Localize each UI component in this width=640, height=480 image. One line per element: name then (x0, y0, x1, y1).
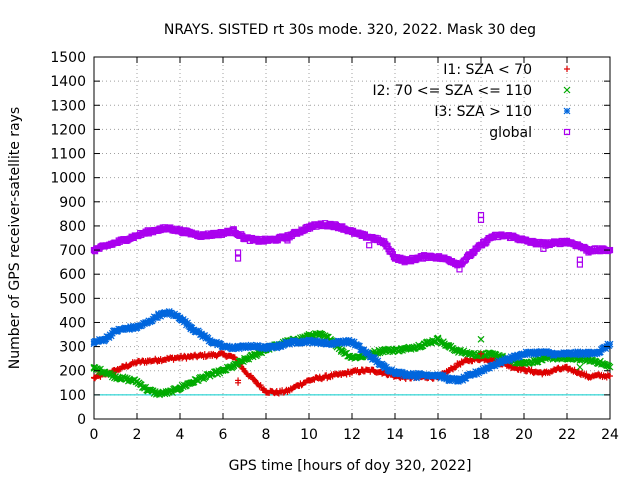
sample-point (605, 372, 612, 379)
y-tick-label: 0 (77, 412, 86, 428)
y-tick-label: 800 (59, 219, 86, 235)
legend-marker (563, 107, 571, 115)
outlier-point (234, 249, 242, 256)
legend-marker (563, 86, 571, 94)
x-tick-label: 2 (133, 427, 142, 443)
y-tick-label: 1200 (50, 122, 86, 138)
y-tick-label: 1000 (50, 171, 86, 187)
x-tick-label: 6 (219, 427, 228, 443)
y-tick-label: 1300 (50, 98, 86, 114)
sample-point (605, 362, 613, 370)
sample-point (409, 345, 417, 353)
sample-point (605, 342, 613, 349)
chart-title: NRAYS. SISTED rt 30s mode. 320, 2022. Ma… (164, 22, 536, 38)
legend-label: I3: SZA > 110 (434, 104, 532, 120)
sample-point (530, 356, 538, 364)
series-i3-sza-110 (90, 308, 614, 385)
sample-point (452, 364, 459, 371)
sample-point (254, 380, 261, 387)
x-tick-label: 24 (601, 427, 619, 443)
y-tick-label: 300 (59, 340, 86, 356)
x-tick-label: 10 (300, 427, 318, 443)
y-tick-label: 1500 (50, 50, 86, 66)
x-tick-label: 4 (176, 427, 185, 443)
legend-marker (564, 66, 570, 72)
sample-point (116, 366, 123, 373)
x-tick-label: 0 (90, 427, 99, 443)
x-tick-label: 8 (262, 427, 271, 443)
series-layer (90, 211, 614, 399)
series-global (90, 220, 614, 269)
x-tick-label: 20 (515, 427, 533, 443)
y-tick-label: 1100 (50, 147, 86, 163)
sample-point (575, 368, 582, 375)
outlier-point (413, 374, 420, 382)
y-tick-label: 700 (59, 243, 86, 259)
x-tick-label: 18 (472, 427, 490, 443)
y-tick-label: 900 (59, 195, 86, 211)
y-tick-label: 400 (59, 315, 86, 331)
outlier-point (366, 242, 373, 249)
x-tick-label: 16 (429, 427, 447, 443)
sample-point (257, 382, 264, 389)
y-axis-title: Number of GPS receiver-satellite rays (7, 107, 23, 369)
y-tick-label: 100 (59, 388, 86, 404)
x-tick-label: 22 (558, 427, 576, 443)
legend-label: I1: SZA < 70 (443, 62, 532, 78)
outlier-point (234, 255, 242, 262)
x-tick-label: 14 (386, 427, 404, 443)
y-tick-label: 500 (59, 291, 86, 307)
y-tick-label: 200 (59, 364, 86, 380)
outlier-point (576, 363, 584, 371)
y-tick-label: 600 (59, 267, 86, 283)
legend-label: global (489, 125, 532, 141)
legend-label: I2: 70 <= SZA <= 110 (372, 83, 532, 99)
x-tick-label: 12 (343, 427, 361, 443)
x-axis-title: GPS time [hours of doy 320, 2022] (229, 458, 472, 474)
y-tick-label: 1400 (50, 74, 86, 90)
sample-point (251, 376, 258, 383)
